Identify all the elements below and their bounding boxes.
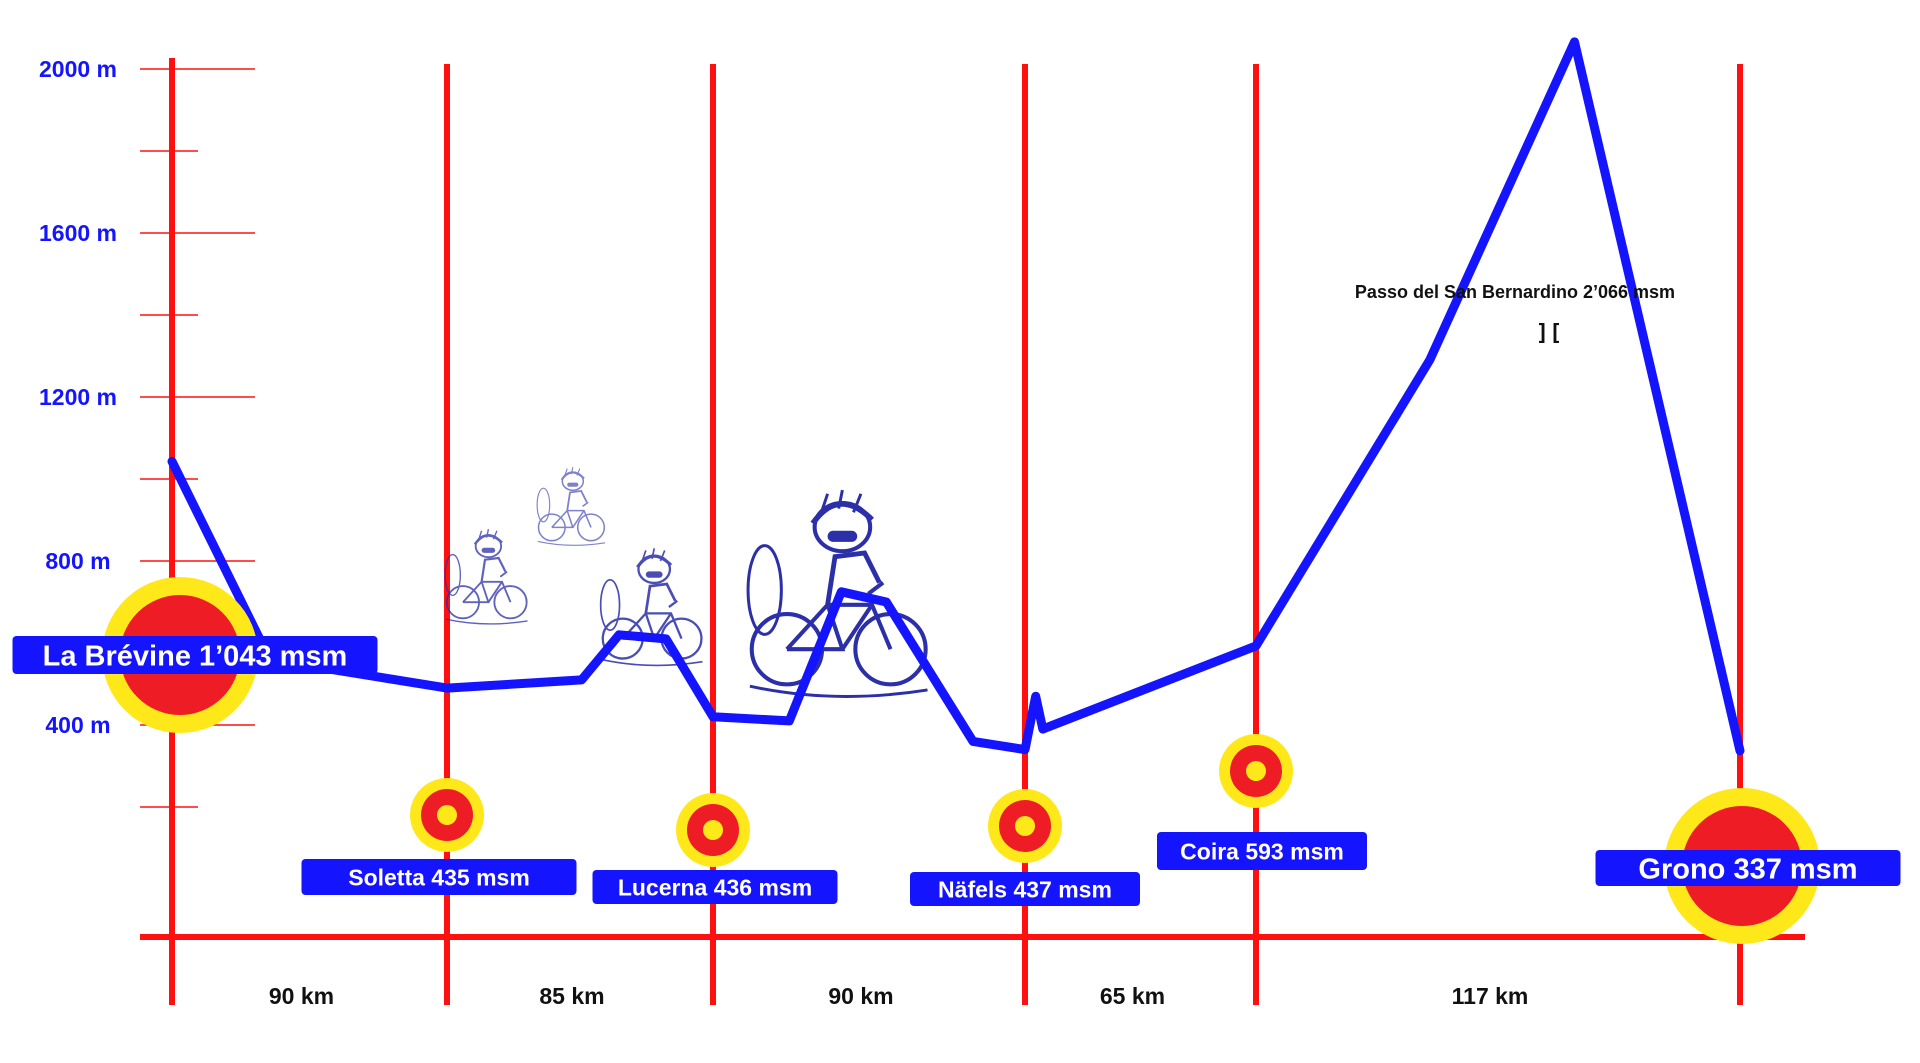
station-label-box — [1157, 832, 1367, 870]
segment-distance-label: 90 km — [828, 983, 893, 1009]
station-label-text: Coira 593 msm — [1180, 838, 1344, 864]
y-tick-label: 1600 m — [39, 220, 117, 246]
station-marker-dot — [1246, 761, 1266, 781]
cyclist-illustration — [599, 546, 705, 668]
pass-annotation-label: Passo del San Bernardino 2’066 msm — [1355, 282, 1675, 302]
station-label-box — [301, 859, 577, 895]
text-layer: Passo del San Bernardino 2’066 msm ][ 40… — [39, 56, 1675, 1009]
segment-distance-label: 65 km — [1100, 983, 1165, 1009]
station-label-text: Soletta 435 msm — [348, 864, 530, 890]
station-labels: La Brévine 1’043 msm Soletta 435 msm Lucer… — [12, 636, 1901, 906]
station-label-box — [592, 870, 838, 904]
station-markers — [102, 577, 1820, 944]
station-label-text: Lucerna 436 msm — [618, 874, 812, 900]
station-label-box — [910, 872, 1140, 906]
segment-distance-label: 117 km — [1452, 983, 1529, 1009]
segment-distance-label: 85 km — [539, 983, 604, 1009]
station-marker-dot — [1015, 816, 1035, 836]
station-marker-dot — [703, 820, 723, 840]
cyclist-illustration — [536, 466, 607, 547]
grid-layer — [140, 58, 1805, 1005]
station-marker-dot — [437, 805, 457, 825]
station-label-box — [12, 636, 378, 674]
y-tick-label: 400 m — [45, 712, 110, 738]
station-label-text: Grono 337 msm — [1638, 853, 1857, 885]
cyclist-illustration — [443, 527, 529, 626]
station-label-text: Näfels 437 msm — [938, 876, 1112, 902]
elevation-profile-line — [167, 37, 1745, 756]
profile-layer — [167, 37, 1745, 756]
y-tick-label: 800 m — [45, 548, 110, 574]
y-tick-label: 2000 m — [39, 56, 117, 82]
cyclist-illustrations — [443, 466, 927, 696]
station-label-box — [1595, 850, 1901, 886]
y-tick-label: 1200 m — [39, 384, 117, 410]
segment-distance-label: 90 km — [269, 983, 334, 1009]
pass-annotation-marker: ][ — [1536, 321, 1563, 346]
station-label-text: La Brévine 1’043 msm — [43, 640, 348, 672]
